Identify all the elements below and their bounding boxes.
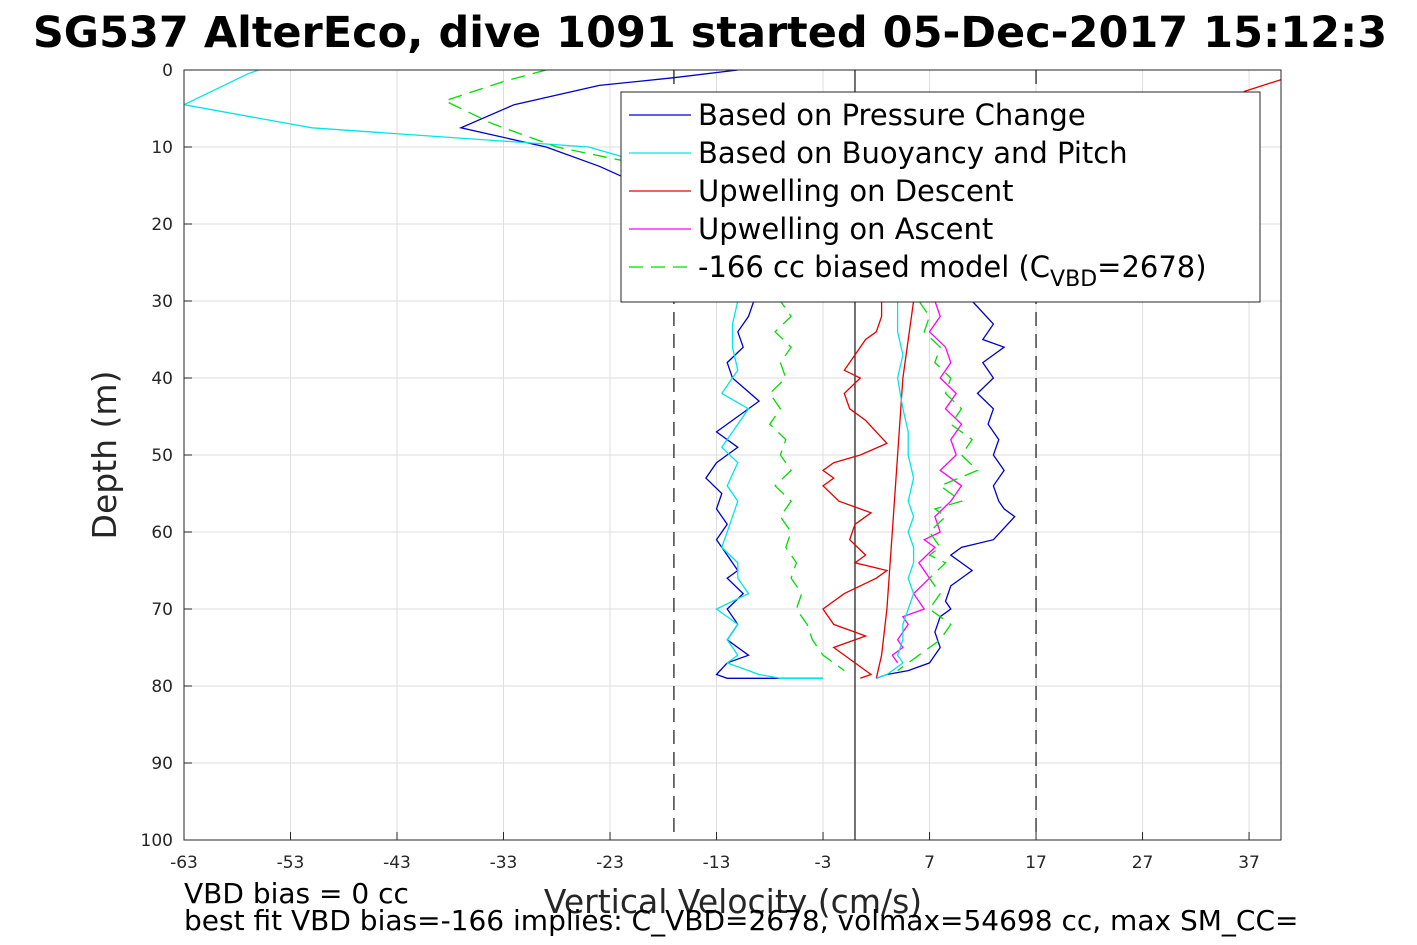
x-tick-label: -23 — [596, 853, 624, 873]
best-fit-note: best fit VBD bias=-166 implies: C_VBD=26… — [184, 904, 1298, 937]
y-tick-label: 60 — [151, 523, 173, 543]
y-tick-label: 90 — [151, 754, 173, 774]
legend-label-main: -166 cc biased model (C — [698, 250, 1050, 284]
x-tick-label: -43 — [383, 853, 411, 873]
x-tick-label: 37 — [1238, 853, 1260, 873]
series-line-upwelling-on-descent — [875, 300, 915, 679]
series-line-upwelling-on-descent — [1243, 78, 1281, 93]
legend-label-main: Based on Pressure Change — [698, 98, 1086, 132]
legend-label: Upwelling on Descent — [698, 174, 1014, 208]
y-tick-label: 80 — [151, 677, 173, 697]
vbd-bias-note: VBD bias = 0 cc — [184, 877, 409, 910]
legend-label: -166 cc biased model (CVBD=2678) — [698, 250, 1207, 292]
legend-label-main: Based on Buoyancy and Pitch — [698, 136, 1128, 170]
series-line-upwelling-on-ascent — [891, 300, 963, 664]
legend-label-subscript: VBD — [1050, 267, 1097, 292]
x-tick-label: 17 — [1025, 853, 1047, 873]
legend-label: Upwelling on Ascent — [698, 212, 993, 246]
legend-label-main: Upwelling on Descent — [698, 174, 1014, 208]
legend-label: Based on Buoyancy and Pitch — [698, 136, 1128, 170]
y-axis-label: Depth (m) — [85, 371, 124, 540]
x-tick-label: -33 — [490, 853, 518, 873]
legend-label-main: Upwelling on Ascent — [698, 212, 993, 246]
y-tick-label: 30 — [151, 292, 173, 312]
chart-title: SG537 AlterEco, dive 1091 started 05-Dec… — [33, 8, 1387, 58]
x-tick-label: -63 — [170, 853, 198, 873]
x-tick-label: -53 — [277, 853, 305, 873]
series-line-based-on-buoyancy-and-pitch-ascent — [876, 301, 915, 679]
x-tick-label: 27 — [1132, 853, 1154, 873]
y-tick-label: 0 — [162, 61, 173, 81]
legend-label-tail: =2678) — [1097, 250, 1206, 284]
y-tick-label: 50 — [151, 446, 173, 466]
legend: Based on Pressure Change Based on Buoyanc… — [620, 91, 1261, 303]
y-tick-label: 100 — [141, 831, 173, 851]
x-tick-label: 7 — [924, 853, 935, 873]
x-axis-ticks: -63 -53 -43 -33 -23 -13 -3 7 17 27 37 — [170, 832, 1260, 873]
series-line-based-on-pressure-change-ascent — [876, 300, 1016, 679]
y-axis-ticks: 0 10 20 30 40 50 60 70 80 90 100 — [141, 61, 192, 851]
legend-box — [620, 91, 1261, 303]
x-tick-label: -3 — [815, 853, 832, 873]
y-tick-label: 70 — [151, 600, 173, 620]
series-line-166-cc-biased-model-c-vbd-2678 — [443, 70, 845, 672]
y-tick-label: 40 — [151, 369, 173, 389]
x-axis-label: Vertical Velocity (cm/s) — [544, 882, 922, 921]
series-line-166-cc-biased-model-c-vbd-2678-ascent — [897, 300, 979, 672]
x-tick-label: -13 — [703, 853, 731, 873]
legend-label: Based on Pressure Change — [698, 98, 1086, 132]
y-tick-label: 10 — [151, 138, 173, 158]
series-line-upwelling-on-descent — [821, 301, 889, 679]
y-tick-label: 20 — [151, 215, 173, 235]
